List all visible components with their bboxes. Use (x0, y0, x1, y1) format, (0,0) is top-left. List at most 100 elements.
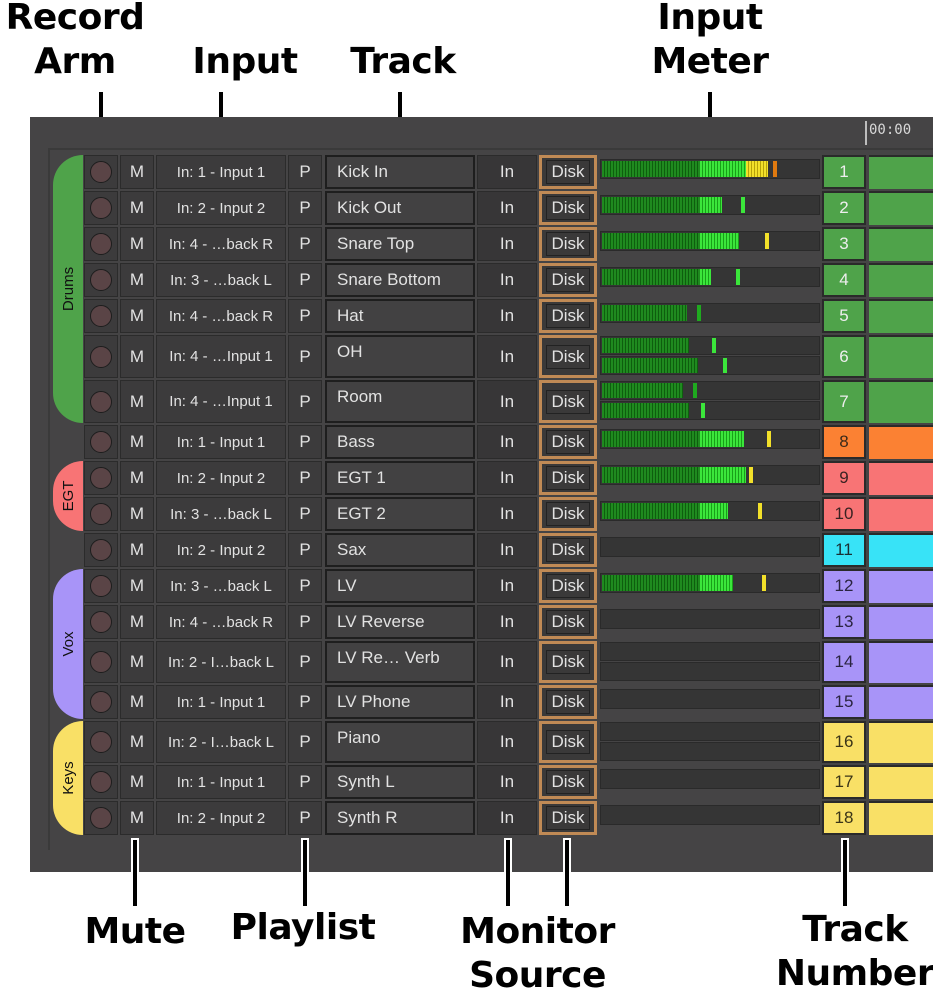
monitor-input-button[interactable]: In (477, 605, 537, 639)
record-arm-button[interactable] (84, 299, 118, 333)
track-name-field[interactable]: Sax (325, 533, 475, 567)
mute-button[interactable]: M (120, 155, 154, 189)
playlist-button[interactable]: P (288, 299, 322, 333)
monitor-input-button[interactable]: In (477, 801, 537, 835)
record-arm-button[interactable] (84, 263, 118, 297)
monitor-disk-button[interactable]: Disk (539, 685, 597, 719)
monitor-input-button[interactable]: In (477, 497, 537, 531)
track-number[interactable]: 6 (822, 335, 866, 378)
track-name-field[interactable]: OH (325, 335, 475, 378)
track-name-field[interactable]: Kick Out (325, 191, 475, 225)
track-lane[interactable] (869, 685, 933, 719)
track-number[interactable]: 4 (822, 263, 866, 297)
playlist-button[interactable]: P (288, 425, 322, 459)
track-lane[interactable] (869, 380, 933, 423)
track-name-field[interactable]: LV (325, 569, 475, 603)
monitor-input-button[interactable]: In (477, 685, 537, 719)
track-name-field[interactable]: Piano (325, 721, 475, 763)
track-lane[interactable] (869, 801, 933, 835)
group-tab-keys[interactable]: Keys (53, 721, 83, 835)
input-button[interactable]: In: 2 - I…back L (156, 641, 286, 683)
mute-button[interactable]: M (120, 685, 154, 719)
monitor-input-button[interactable]: In (477, 227, 537, 261)
playlist-button[interactable]: P (288, 380, 322, 423)
monitor-input-button[interactable]: In (477, 569, 537, 603)
input-button[interactable]: In: 1 - Input 1 (156, 155, 286, 189)
record-arm-button[interactable] (84, 497, 118, 531)
input-button[interactable]: In: 1 - Input 1 (156, 425, 286, 459)
input-button[interactable]: In: 3 - …back L (156, 569, 286, 603)
mute-button[interactable]: M (120, 191, 154, 225)
monitor-disk-button[interactable]: Disk (539, 801, 597, 835)
playlist-button[interactable]: P (288, 641, 322, 683)
track-number[interactable]: 14 (822, 641, 866, 683)
track-lane[interactable] (869, 227, 933, 261)
record-arm-button[interactable] (84, 569, 118, 603)
record-arm-button[interactable] (84, 685, 118, 719)
track-lane[interactable] (869, 299, 933, 333)
playlist-button[interactable]: P (288, 605, 322, 639)
track-name-field[interactable]: Hat (325, 299, 475, 333)
track-lane[interactable] (869, 425, 933, 459)
record-arm-button[interactable] (84, 335, 118, 378)
track-lane[interactable] (869, 155, 933, 189)
mute-button[interactable]: M (120, 641, 154, 683)
track-name-field[interactable]: EGT 2 (325, 497, 475, 531)
track-lane[interactable] (869, 765, 933, 799)
track-lane[interactable] (869, 335, 933, 378)
playlist-button[interactable]: P (288, 721, 322, 763)
mute-button[interactable]: M (120, 569, 154, 603)
track-lane[interactable] (869, 533, 933, 567)
playhead-marker[interactable] (865, 121, 867, 145)
track-number[interactable]: 3 (822, 227, 866, 261)
playlist-button[interactable]: P (288, 335, 322, 378)
track-number[interactable]: 11 (822, 533, 866, 567)
track-number[interactable]: 1 (822, 155, 866, 189)
record-arm-button[interactable] (84, 765, 118, 799)
record-arm-button[interactable] (84, 155, 118, 189)
playlist-button[interactable]: P (288, 685, 322, 719)
group-tab-vox[interactable]: Vox (53, 569, 83, 719)
track-number[interactable]: 16 (822, 721, 866, 763)
monitor-disk-button[interactable]: Disk (539, 461, 597, 495)
monitor-input-button[interactable]: In (477, 191, 537, 225)
monitor-input-button[interactable]: In (477, 461, 537, 495)
track-number[interactable]: 13 (822, 605, 866, 639)
input-button[interactable]: In: 4 - …Input 1 (156, 335, 286, 378)
track-lane[interactable] (869, 263, 933, 297)
mute-button[interactable]: M (120, 425, 154, 459)
monitor-disk-button[interactable]: Disk (539, 299, 597, 333)
input-button[interactable]: In: 2 - Input 2 (156, 801, 286, 835)
mute-button[interactable]: M (120, 801, 154, 835)
track-number[interactable]: 17 (822, 765, 866, 799)
track-number[interactable]: 15 (822, 685, 866, 719)
input-button[interactable]: In: 2 - Input 2 (156, 191, 286, 225)
track-name-field[interactable]: Kick In (325, 155, 475, 189)
playlist-button[interactable]: P (288, 227, 322, 261)
record-arm-button[interactable] (84, 721, 118, 763)
group-tab-egt[interactable]: EGT (53, 461, 83, 531)
track-number[interactable]: 9 (822, 461, 866, 495)
track-name-field[interactable]: LV Re… Verb (325, 641, 475, 683)
record-arm-button[interactable] (84, 461, 118, 495)
track-lane[interactable] (869, 605, 933, 639)
record-arm-button[interactable] (84, 227, 118, 261)
monitor-disk-button[interactable]: Disk (539, 641, 597, 683)
monitor-input-button[interactable]: In (477, 335, 537, 378)
track-number[interactable]: 18 (822, 801, 866, 835)
monitor-disk-button[interactable]: Disk (539, 605, 597, 639)
playlist-button[interactable]: P (288, 569, 322, 603)
monitor-disk-button[interactable]: Disk (539, 425, 597, 459)
record-arm-button[interactable] (84, 801, 118, 835)
monitor-disk-button[interactable]: Disk (539, 380, 597, 423)
monitor-disk-button[interactable]: Disk (539, 765, 597, 799)
track-lane[interactable] (869, 461, 933, 495)
monitor-disk-button[interactable]: Disk (539, 721, 597, 763)
input-button[interactable]: In: 1 - Input 1 (156, 685, 286, 719)
mute-button[interactable]: M (120, 263, 154, 297)
playlist-button[interactable]: P (288, 497, 322, 531)
monitor-input-button[interactable]: In (477, 765, 537, 799)
track-number[interactable]: 12 (822, 569, 866, 603)
input-button[interactable]: In: 2 - Input 2 (156, 533, 286, 567)
monitor-disk-button[interactable]: Disk (539, 191, 597, 225)
